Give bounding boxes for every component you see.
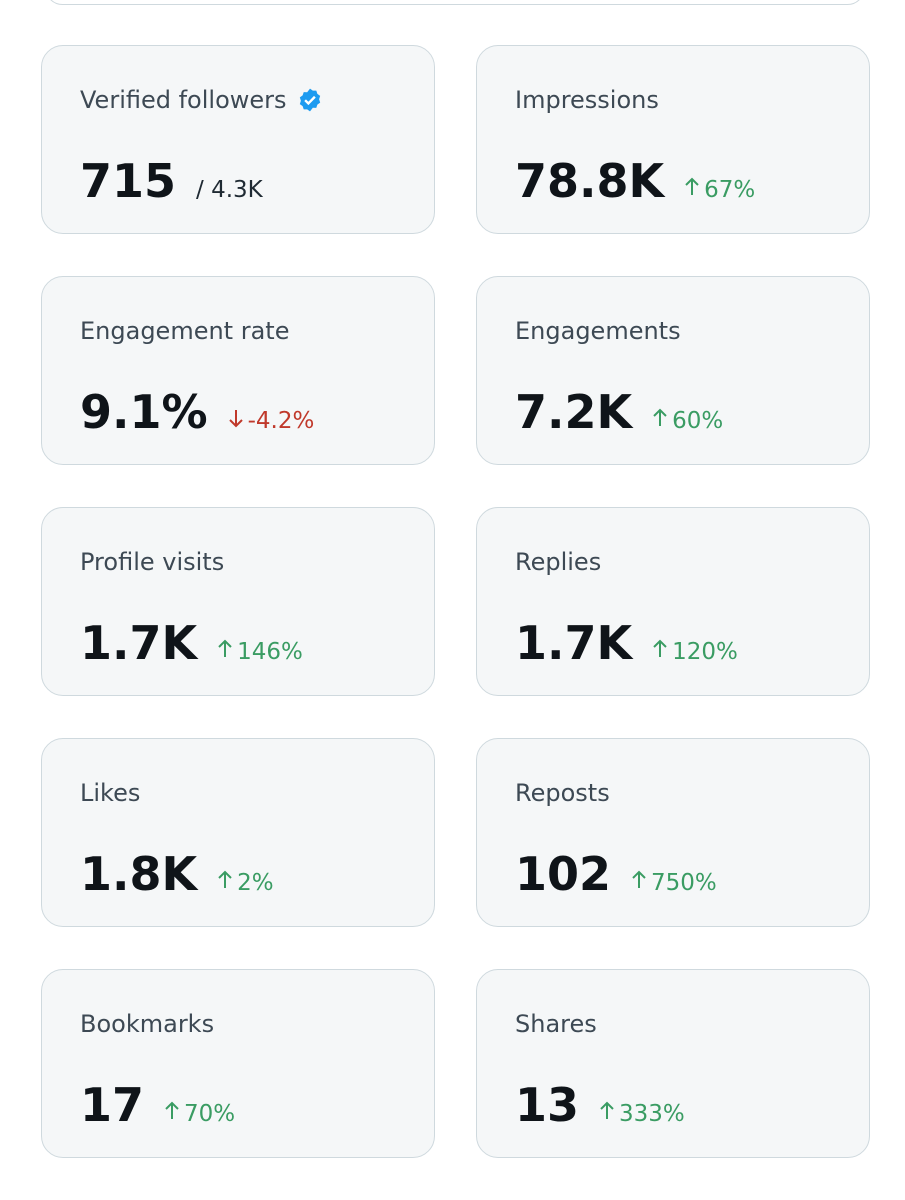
change-text: 60%: [672, 408, 724, 434]
stat-value: 17: [80, 1078, 145, 1132]
stat-change: 70%: [164, 1101, 235, 1127]
stat-value: 9.1%: [80, 385, 208, 439]
stat-label: Reposts: [515, 779, 610, 807]
change-text: 67%: [704, 177, 756, 203]
previous-card: [45, 0, 865, 5]
stat-value: 1.7K: [80, 616, 198, 670]
stat-label-row: Profile visits: [80, 548, 224, 576]
stat-label-row: Reposts: [515, 779, 610, 807]
stat-change: 2%: [217, 870, 274, 896]
stat-value-row: 7.2K 60%: [515, 385, 723, 439]
stat-card: Engagement rate 9.1% -4.2%: [41, 276, 435, 465]
stat-card: Profile visits 1.7K 146%: [41, 507, 435, 696]
trend-arrow: [653, 639, 667, 657]
stat-value: 1.7K: [515, 616, 633, 670]
stat-value-row: 715 / 4.3K: [80, 154, 263, 208]
stat-value-row: 13 333%: [515, 1078, 685, 1132]
trend-arrow: [165, 1101, 179, 1119]
change-text: 120%: [672, 639, 738, 665]
verified-badge: [299, 88, 320, 112]
change-text: 70%: [184, 1101, 236, 1127]
stat-label: Engagements: [515, 317, 681, 345]
change-text: 750%: [651, 870, 717, 896]
stat-value: 102: [515, 847, 612, 901]
stat-card: Impressions 78.8K 67%: [476, 45, 870, 234]
stat-value-row: 102 750%: [515, 847, 717, 901]
stat-value-row: 1.7K 146%: [80, 616, 303, 670]
stat-card: Likes 1.8K 2%: [41, 738, 435, 927]
change-text: 146%: [237, 639, 303, 665]
stat-label-row: Engagements: [515, 317, 681, 345]
stat-change: 67%: [684, 177, 755, 203]
stat-label: Verified followers: [80, 86, 287, 114]
stat-card: Replies 1.7K 120%: [476, 507, 870, 696]
change-text: 333%: [619, 1101, 685, 1127]
stat-label: Impressions: [515, 86, 659, 114]
trend-arrow: [218, 639, 232, 657]
stat-label-row: Replies: [515, 548, 601, 576]
change-text: -4.2%: [247, 408, 315, 434]
stat-label-row: Likes: [80, 779, 140, 807]
stat-label: Likes: [80, 779, 141, 807]
stat-value-row: 78.8K 67%: [515, 154, 755, 208]
stat-card: Engagements 7.2K 60%: [476, 276, 870, 465]
stat-label-row: Shares: [515, 1010, 597, 1038]
stat-card: Reposts 102 750%: [476, 738, 870, 927]
stat-change: -4.2%: [228, 408, 315, 434]
stat-card: Shares 13 333%: [476, 969, 870, 1158]
stat-label-row: Bookmarks: [80, 1010, 214, 1038]
stat-change: 120%: [652, 639, 738, 665]
stat-value: 1.8K: [80, 847, 198, 901]
trend-arrow: [685, 177, 699, 195]
stat-value-row: 1.7K 120%: [515, 616, 738, 670]
stat-label: Profile visits: [80, 548, 225, 576]
stat-value: 715: [80, 154, 177, 208]
stat-value-row: 1.8K 2%: [80, 847, 274, 901]
stat-card: Verified followers 715 / 4.3K: [41, 45, 435, 234]
trend-arrow: [228, 410, 243, 428]
stat-value-row: 9.1% -4.2%: [80, 385, 314, 439]
stat-value: 13: [515, 1078, 580, 1132]
change-text: 2%: [237, 870, 274, 896]
stat-value-row: 17 70%: [80, 1078, 235, 1132]
stat-change: 60%: [652, 408, 723, 434]
stat-change: 146%: [217, 639, 303, 665]
trend-arrow: [600, 1101, 614, 1119]
stat-change: 750%: [631, 870, 717, 896]
stat-value: 7.2K: [515, 385, 633, 439]
trend-arrow: [653, 408, 667, 426]
stat-label: Engagement rate: [80, 317, 290, 345]
stat-label: Shares: [515, 1010, 597, 1038]
trend-arrow: [632, 870, 646, 888]
stat-label-row: Impressions: [515, 86, 659, 114]
stat-label: Bookmarks: [80, 1010, 215, 1038]
stat-card: Bookmarks 17 70%: [41, 969, 435, 1158]
trend-arrow: [218, 870, 232, 888]
stat-label: Replies: [515, 548, 602, 576]
stat-value: 78.8K: [515, 154, 665, 208]
stat-change: 333%: [599, 1101, 685, 1127]
stat-label-row: Engagement rate: [80, 317, 289, 345]
stat-label-row: Verified followers: [80, 86, 323, 114]
stat-total: / 4.3K: [196, 177, 263, 203]
